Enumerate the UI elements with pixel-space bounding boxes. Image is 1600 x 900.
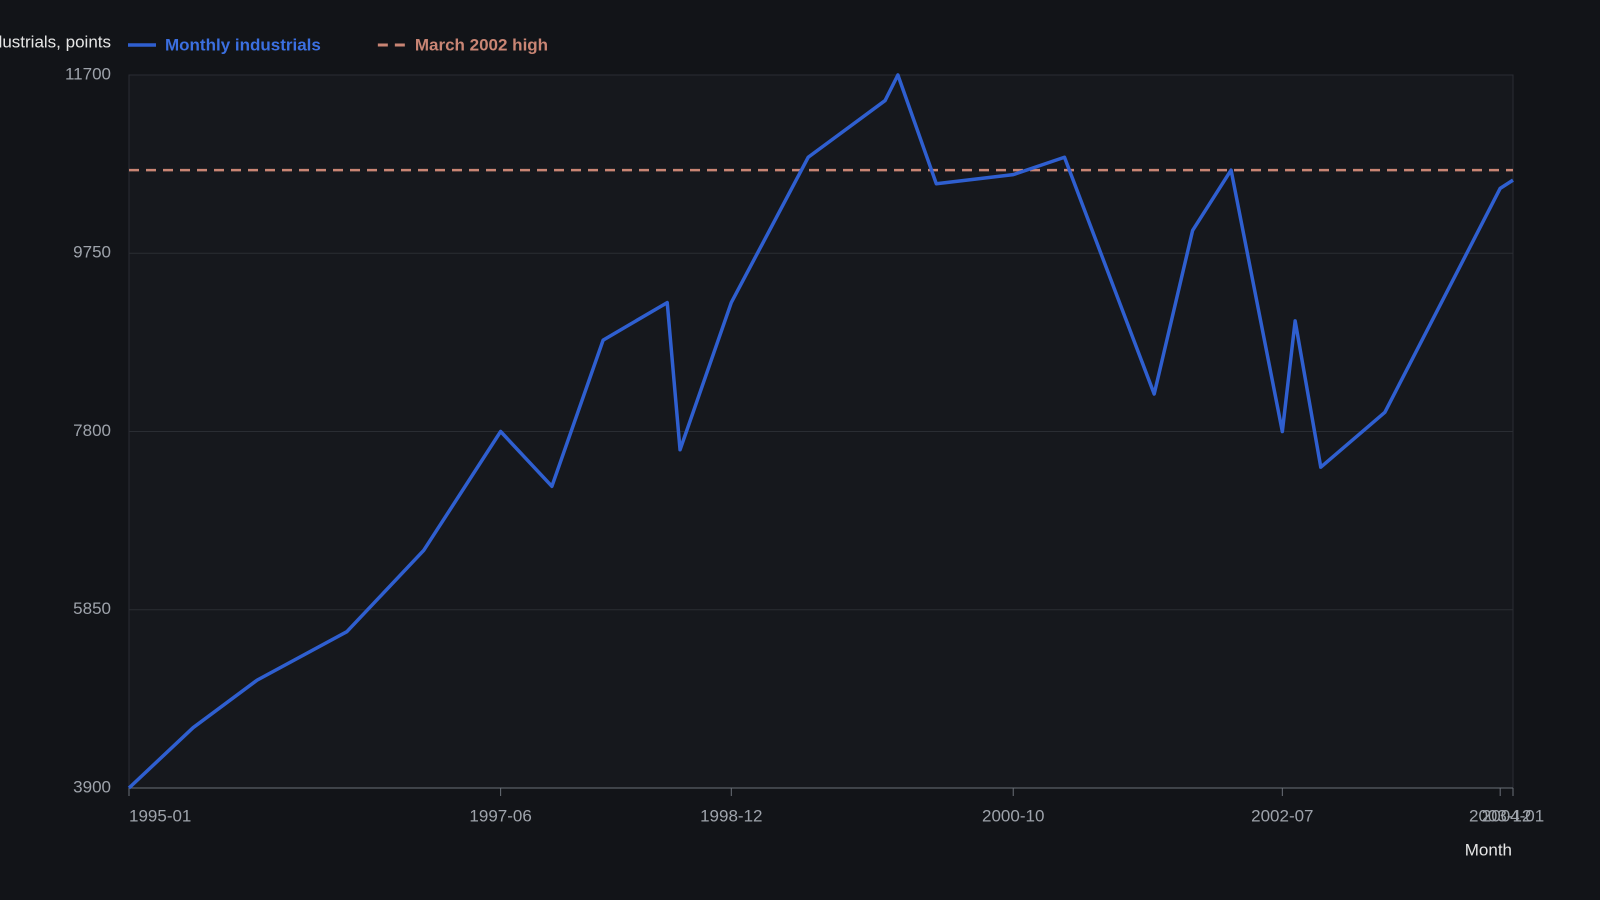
x-axis-label: Month: [1465, 840, 1512, 859]
y-tick-label: 11700: [65, 64, 111, 83]
y-tick-label: 5850: [73, 599, 111, 618]
y-tick-label: 3900: [73, 777, 111, 796]
x-tick-label: 2003-12: [1469, 806, 1531, 825]
x-tick-label: 2002-07: [1251, 806, 1313, 825]
y-tick-label: 7800: [73, 421, 111, 440]
x-tick-label: 2004-01: [1482, 806, 1544, 825]
x-tick-label: 2000-10: [982, 806, 1044, 825]
legend-label: March 2002 high: [415, 35, 548, 54]
x-tick-label: 1998-12: [700, 806, 762, 825]
x-tick-label: 1997-06: [469, 806, 531, 825]
legend-label: Monthly industrials: [165, 35, 321, 54]
line-series: [127, 73, 1514, 790]
x-tick-label: 1995-01: [129, 806, 191, 825]
y-axis-label: Industrials, points: [0, 32, 111, 51]
y-tick-label: 9750: [73, 243, 111, 262]
